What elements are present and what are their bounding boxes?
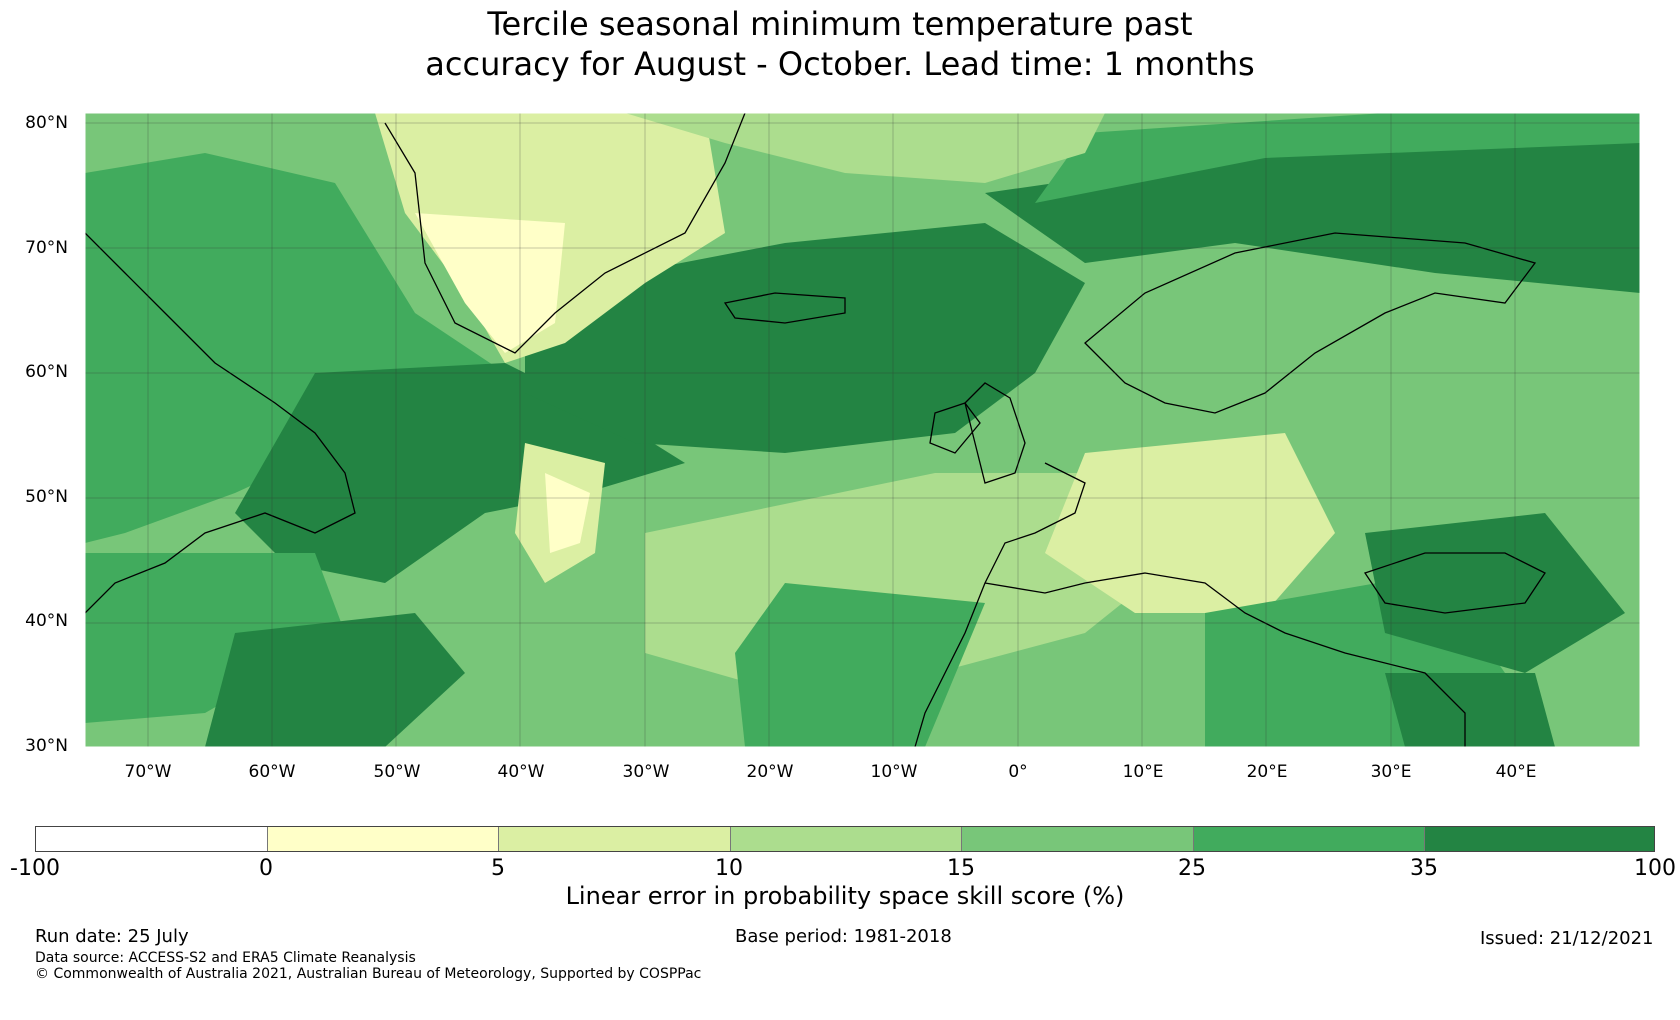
colorbar-bin-7 — [1425, 827, 1654, 851]
map-title: Tercile seasonal minimum temperature pas… — [0, 4, 1680, 84]
colorbar-bin-2 — [267, 827, 500, 851]
lon-label-30w: 30°W — [622, 762, 670, 782]
lon-label-20e: 20°E — [1246, 762, 1288, 782]
lon-label-60w: 60°W — [248, 762, 296, 782]
region-hotspot — [545, 473, 590, 553]
lat-label-70n: 70°N — [25, 238, 68, 258]
base-period: Base period: 1981-2018 — [735, 926, 952, 947]
run-date: Run date: 25 July — [35, 926, 189, 947]
issued-date: Issued: 21/12/2021 — [1480, 928, 1654, 949]
lat-label-50n: 50°N — [25, 487, 68, 507]
lat-label-80n: 80°N — [25, 113, 68, 133]
colorbar-bin-1 — [36, 827, 268, 851]
coast-scandinavia — [1084, 232, 1537, 414]
title-line-1: Tercile seasonal minimum temperature pas… — [487, 5, 1193, 43]
region-sargasso — [205, 613, 465, 747]
coast-greenland — [384, 113, 746, 354]
lon-label-10e: 10°E — [1122, 762, 1164, 782]
gridlines — [85, 113, 1640, 747]
lon-label-50w: 50°W — [373, 762, 421, 782]
region-fram — [625, 113, 1105, 183]
coast-labrador — [85, 232, 356, 614]
colorbar-tick-25: 25 — [1178, 856, 1206, 881]
colorbar — [35, 826, 1655, 852]
colorbar-bin-6 — [1193, 827, 1426, 851]
region-levant — [1385, 673, 1555, 747]
lon-label-20w: 20°W — [746, 762, 794, 782]
coast-iceland — [723, 292, 846, 324]
region-western-europe — [1045, 433, 1335, 613]
lon-label-0: 0° — [1008, 762, 1028, 782]
colorbar-label: Linear error in probability space skill … — [565, 882, 1125, 910]
region-us-coast — [85, 553, 345, 723]
region-north-atlantic — [525, 223, 1085, 453]
coastlines — [85, 113, 1546, 747]
data-source: Data source: ACCESS-S2 and ERA5 Climate … — [35, 950, 416, 966]
coast-britain — [964, 382, 1026, 484]
colorbar-bin-5 — [962, 827, 1194, 851]
coast-mediterranean — [984, 572, 1466, 747]
region-arctic — [1035, 113, 1640, 203]
region-labrador-sea — [235, 363, 685, 583]
region-canary — [735, 583, 985, 747]
colorbar-tick-10: 10 — [715, 856, 743, 881]
region-labrador — [85, 153, 505, 543]
lon-label-70w: 70°W — [124, 762, 172, 782]
lat-label-40n: 40°N — [25, 611, 68, 631]
title-line-2: accuracy for August - October. Lead time… — [425, 45, 1255, 83]
colorbar-tick-neg100: -100 — [10, 856, 60, 881]
colorbar-tick-0: 0 — [259, 856, 273, 881]
lon-label-30e: 30°E — [1370, 762, 1412, 782]
copyright: © Commonwealth of Australia 2021, Austra… — [35, 966, 702, 982]
skill-map — [85, 113, 1640, 747]
colorbar-tick-15: 15 — [947, 856, 975, 881]
lon-label-40e: 40°E — [1495, 762, 1537, 782]
lat-label-30n: 30°N — [25, 736, 68, 756]
colorbar-bin-4 — [730, 827, 963, 851]
colorbar-tick-35: 35 — [1410, 856, 1438, 881]
colorbar-bin-3 — [499, 827, 731, 851]
lon-label-40w: 40°W — [497, 762, 545, 782]
map-canvas — [85, 113, 1640, 747]
coast-black-sea — [1363, 552, 1546, 614]
colorbar-tick-100: 100 — [1634, 856, 1676, 881]
lat-label-60n: 60°N — [25, 362, 68, 382]
colorbar-tick-5: 5 — [491, 856, 505, 881]
coast-ireland — [929, 402, 981, 454]
lon-label-10w: 10°W — [870, 762, 918, 782]
